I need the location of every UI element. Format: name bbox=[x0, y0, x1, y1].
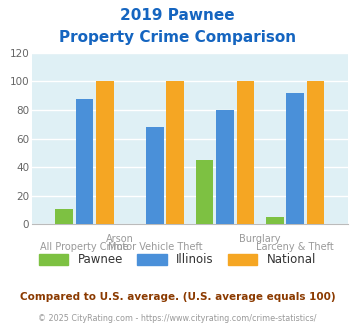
Bar bbox=[166, 82, 184, 224]
Text: © 2025 CityRating.com - https://www.cityrating.com/crime-statistics/: © 2025 CityRating.com - https://www.city… bbox=[38, 314, 317, 323]
Text: 2019 Pawnee: 2019 Pawnee bbox=[120, 8, 235, 23]
Text: All Property Crime: All Property Crime bbox=[40, 243, 129, 252]
Legend: Pawnee, Illinois, National: Pawnee, Illinois, National bbox=[39, 253, 316, 266]
Text: Property Crime Comparison: Property Crime Comparison bbox=[59, 30, 296, 45]
Text: Larceny & Theft: Larceny & Theft bbox=[256, 243, 334, 252]
Bar bbox=[307, 82, 324, 224]
Bar bbox=[266, 217, 284, 224]
Bar bbox=[76, 99, 93, 224]
Bar bbox=[286, 93, 304, 224]
Text: Arson: Arson bbox=[106, 234, 133, 244]
Text: Burglary: Burglary bbox=[239, 234, 281, 244]
Bar bbox=[196, 160, 213, 224]
Bar bbox=[96, 82, 114, 224]
Bar bbox=[216, 110, 234, 224]
Bar bbox=[55, 209, 73, 224]
Bar bbox=[146, 127, 164, 224]
Text: Motor Vehicle Theft: Motor Vehicle Theft bbox=[108, 243, 202, 252]
Bar bbox=[237, 82, 254, 224]
Text: Compared to U.S. average. (U.S. average equals 100): Compared to U.S. average. (U.S. average … bbox=[20, 292, 335, 302]
